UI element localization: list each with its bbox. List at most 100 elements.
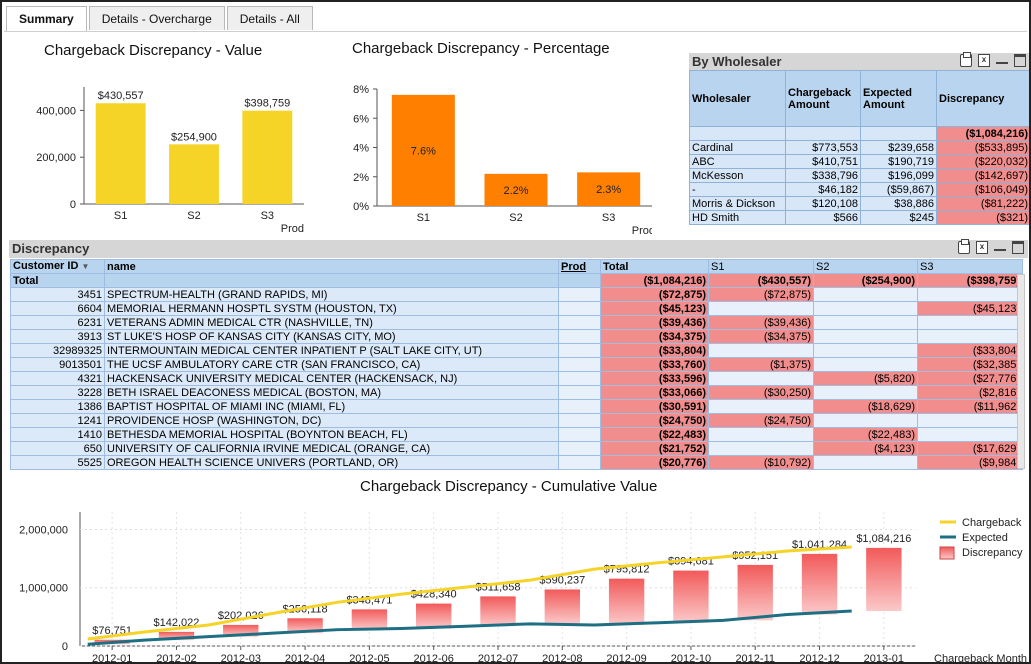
legend-chargeback-label: Chargeback: [962, 517, 1022, 529]
discrepancy-header: Discrepancy x: [9, 239, 1028, 258]
discrepancy-bar: [223, 624, 259, 637]
s2-cell: [813, 301, 918, 316]
minimize-icon[interactable]: [996, 54, 1008, 64]
maximize-icon[interactable]: [1014, 54, 1026, 67]
name-cell: MEMORIAL HERMANN HOSPTL SYSTM (HOUSTON, …: [104, 301, 559, 316]
column-header-wholesaler[interactable]: Wholesaler: [689, 70, 786, 127]
discrepancy-bar: [158, 631, 195, 641]
customer-id-cell: 5525: [10, 455, 105, 470]
export-excel-icon[interactable]: x: [976, 241, 988, 254]
table-row[interactable]: 6231 VETERANS ADMIN MEDICAL CTR (NASHVILL…: [10, 315, 1023, 330]
prod-cell: [558, 301, 601, 316]
s3-cell: ($27,776): [917, 371, 1023, 386]
table-row[interactable]: 32989325 INTERMOUNTAIN MEDICAL CENTER INP…: [10, 343, 1023, 358]
x-tick-label: 2012-12: [799, 653, 839, 664]
s2-cell: [813, 413, 918, 428]
bar: [242, 110, 293, 204]
sort-dropdown-icon[interactable]: ▼: [81, 262, 90, 271]
by-wholesaler-header: By Wholesaler x: [689, 52, 1029, 71]
wholesaler-row[interactable]: McKesson $338,796 $196,099 ($142,697): [689, 168, 1029, 183]
table-row[interactable]: 3913 ST LUKE'S HOSP OF KANSAS CITY (KANSA…: [10, 329, 1023, 344]
table-row[interactable]: 3228 BETH ISRAEL DEACONESS MEDICAL (BOSTO…: [10, 385, 1023, 400]
x-tick-label: S1: [114, 210, 127, 222]
table-row[interactable]: 4321 HACKENSACK UNIVERSITY MEDICAL CENTER…: [10, 371, 1023, 386]
total-name-cell: [104, 273, 559, 288]
s2-cell: [813, 329, 918, 344]
total-cell: ($72,875): [600, 287, 709, 302]
total-cell: ($34,375): [600, 329, 709, 344]
wholesaler-row[interactable]: ABC $410,751 $190,719 ($220,032): [689, 154, 1029, 169]
export-excel-icon[interactable]: x: [978, 54, 990, 67]
s1-cell: [708, 441, 814, 456]
bar: [484, 173, 548, 206]
value-chart[interactable]: 400,000 200,000 0 $430,557 S1 $254,900 S2 $398,…: [22, 62, 322, 237]
total-cell: ($22,483): [600, 427, 709, 442]
expected-amount-cell: $239,658: [860, 140, 937, 155]
customer-id-cell: 1386: [10, 399, 105, 414]
chargeback-amount-cell: $46,182: [785, 182, 861, 197]
wholesaler-row[interactable]: HD Smith $566 $245 ($321): [689, 210, 1029, 225]
cumulative-chart[interactable]: 2,000,000 1,000,000 0 2012-01 2012-02 2012-03…: [2, 498, 1031, 664]
column-header-customer-id[interactable]: Customer ID ▼: [10, 259, 105, 274]
customer-id-cell: 1410: [10, 427, 105, 442]
print-icon[interactable]: [958, 239, 970, 254]
column-header-expected-amount[interactable]: Expected Amount: [860, 70, 937, 127]
customer-id-cell: 6604: [10, 301, 105, 316]
customer-id-cell: 4321: [10, 371, 105, 386]
minimize-icon[interactable]: [994, 241, 1006, 251]
table-row[interactable]: 1241 PROVIDENCE HOSP (WASHINGTON, DC) ($24…: [10, 413, 1023, 428]
s1-cell: ($34,375): [708, 329, 814, 344]
expected-line: [87, 609, 852, 646]
s2-cell: [813, 287, 918, 302]
tab-details-all[interactable]: Details - All: [226, 6, 313, 30]
by-wholesaler-title: By Wholesaler: [692, 54, 782, 69]
column-header-s2[interactable]: S2: [813, 259, 918, 274]
maximize-icon[interactable]: [1012, 241, 1024, 254]
column-header-s3[interactable]: S3: [917, 259, 1023, 274]
table-row[interactable]: 5525 OREGON HEALTH SCIENCE UNIVERS (PORTL…: [10, 455, 1023, 470]
wholesaler-row[interactable]: Cardinal $773,553 $239,658 ($533,895): [689, 140, 1029, 155]
s3-cell: [917, 329, 1023, 344]
s2-cell: [813, 315, 918, 330]
discrepancy-cell: ($321): [936, 210, 1029, 225]
tab-summary[interactable]: Summary: [6, 6, 87, 32]
print-icon[interactable]: [960, 52, 972, 67]
s3-cell: [917, 287, 1023, 302]
discrepancy-total-row: Total ($1,084,216) ($430,557) ($254,900)…: [10, 273, 1023, 288]
table-scrollbar[interactable]: [1017, 274, 1025, 469]
table-row[interactable]: 6604 MEMORIAL HERMANN HOSPTL SYSTM (HOUST…: [10, 301, 1023, 316]
column-header-name[interactable]: name: [104, 259, 559, 274]
column-header-prod[interactable]: Prod: [558, 259, 601, 274]
discrepancy-bar: [544, 589, 580, 624]
wholesaler-name-cell: Morris & Dickson: [689, 196, 786, 211]
name-cell: ST LUKE'S HOSP OF KANSAS CITY (KANSAS CI…: [104, 329, 559, 344]
table-row[interactable]: 1410 BETHESDA MEMORIAL HOSPITAL (BOYNTON …: [10, 427, 1023, 442]
wholesaler-name-cell: HD Smith: [689, 210, 786, 225]
tab-details-overcharge[interactable]: Details - Overcharge: [88, 6, 225, 30]
x-tick-label: S2: [187, 210, 200, 222]
wholesaler-row[interactable]: - $46,182 ($59,867) ($106,049): [689, 182, 1029, 197]
name-cell: BETH ISRAEL DEACONESS MEDICAL (BOSTON, M…: [104, 385, 559, 400]
table-row[interactable]: 9013501 THE UCSF AMBULATORY CARE CTR (SAN…: [10, 357, 1023, 372]
data-label: $254,900: [171, 131, 217, 143]
prod-cell: [558, 329, 601, 344]
table-row[interactable]: 1386 BAPTIST HOSPITAL OF MIAMI INC (MIAMI…: [10, 399, 1023, 414]
total-cell: ($39,436): [600, 315, 709, 330]
discrepancy-bar: [416, 603, 452, 629]
column-header-discrepancy[interactable]: Discrepancy: [936, 70, 1029, 127]
x-tick-label: 2012-11: [735, 653, 775, 664]
column-header-chargeback-amount[interactable]: Chargeback Amount: [785, 70, 861, 127]
percentage-chart[interactable]: 8% 6% 4% 2% 0% 7.6% S1 2.2% S2 2.3% S3 Prod: [332, 62, 652, 237]
column-header-total[interactable]: Total: [600, 259, 709, 274]
bar: [95, 103, 146, 204]
bar: [169, 144, 219, 204]
column-header-s1[interactable]: S1: [708, 259, 814, 274]
wholesaler-name-cell: ABC: [689, 154, 786, 169]
wholesaler-row[interactable]: Morris & Dickson $120,108 $38,886 ($81,222): [689, 196, 1029, 211]
table-row[interactable]: 650 UNIVERSITY OF CALIFORNIA IRVINE MEDIC…: [10, 441, 1023, 456]
prod-cell: [558, 357, 601, 372]
expected-amount-cell: ($59,867): [860, 182, 937, 197]
table-row[interactable]: 3451 SPECTRUM-HEALTH (GRAND RAPIDS, MI) ($…: [10, 287, 1023, 302]
total-total: ($1,084,216): [600, 273, 709, 288]
